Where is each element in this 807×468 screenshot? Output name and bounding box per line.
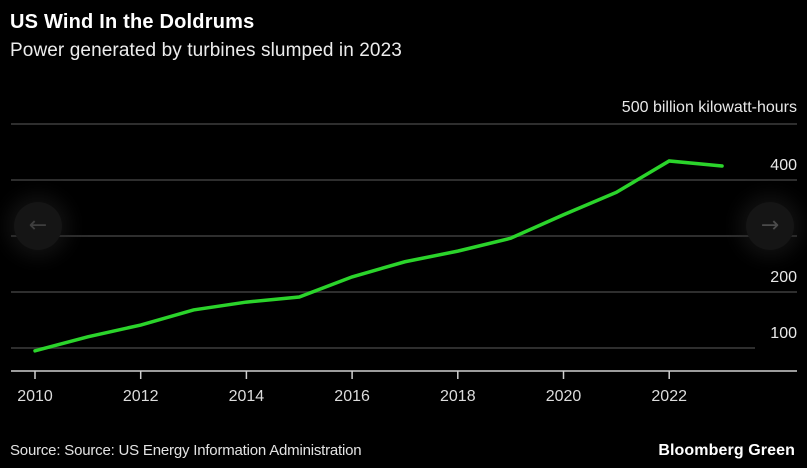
chart-subtitle: Power generated by turbines slumped in 2…	[10, 40, 402, 61]
arrow-left-icon: ←	[28, 213, 48, 238]
x-axis-label-2010: 2010	[17, 388, 53, 405]
x-axis-label-2012: 2012	[123, 388, 159, 405]
chart-header: US Wind In the Doldrums Power generated …	[10, 11, 797, 62]
chart-footer: Source: Source: US Energy Information Ad…	[10, 442, 795, 460]
y-axis-unit-label: 500 billion kilowatt-hours	[622, 99, 797, 116]
chart-title: US Wind In the Doldrums	[10, 11, 255, 33]
x-axis-label-2014: 2014	[229, 388, 265, 405]
next-chart-button[interactable]: →	[746, 202, 794, 250]
y-axis-label-200: 200	[770, 269, 797, 286]
x-axis-label-2020: 2020	[546, 388, 582, 405]
x-axis-label-2022: 2022	[651, 388, 687, 405]
arrow-right-icon: →	[760, 213, 780, 238]
x-axis-label-2018: 2018	[440, 388, 476, 405]
bloomberg-green-logo: Bloomberg Green	[658, 442, 795, 459]
y-axis-label-400: 400	[770, 157, 797, 174]
wind-generation-line	[33, 159, 724, 353]
x-axis-label-2016: 2016	[334, 388, 370, 405]
prev-chart-button[interactable]: ←	[14, 202, 62, 250]
y-axis-label-100: 100	[770, 325, 797, 342]
source-text: Source: Source: US Energy Information Ad…	[10, 442, 362, 459]
